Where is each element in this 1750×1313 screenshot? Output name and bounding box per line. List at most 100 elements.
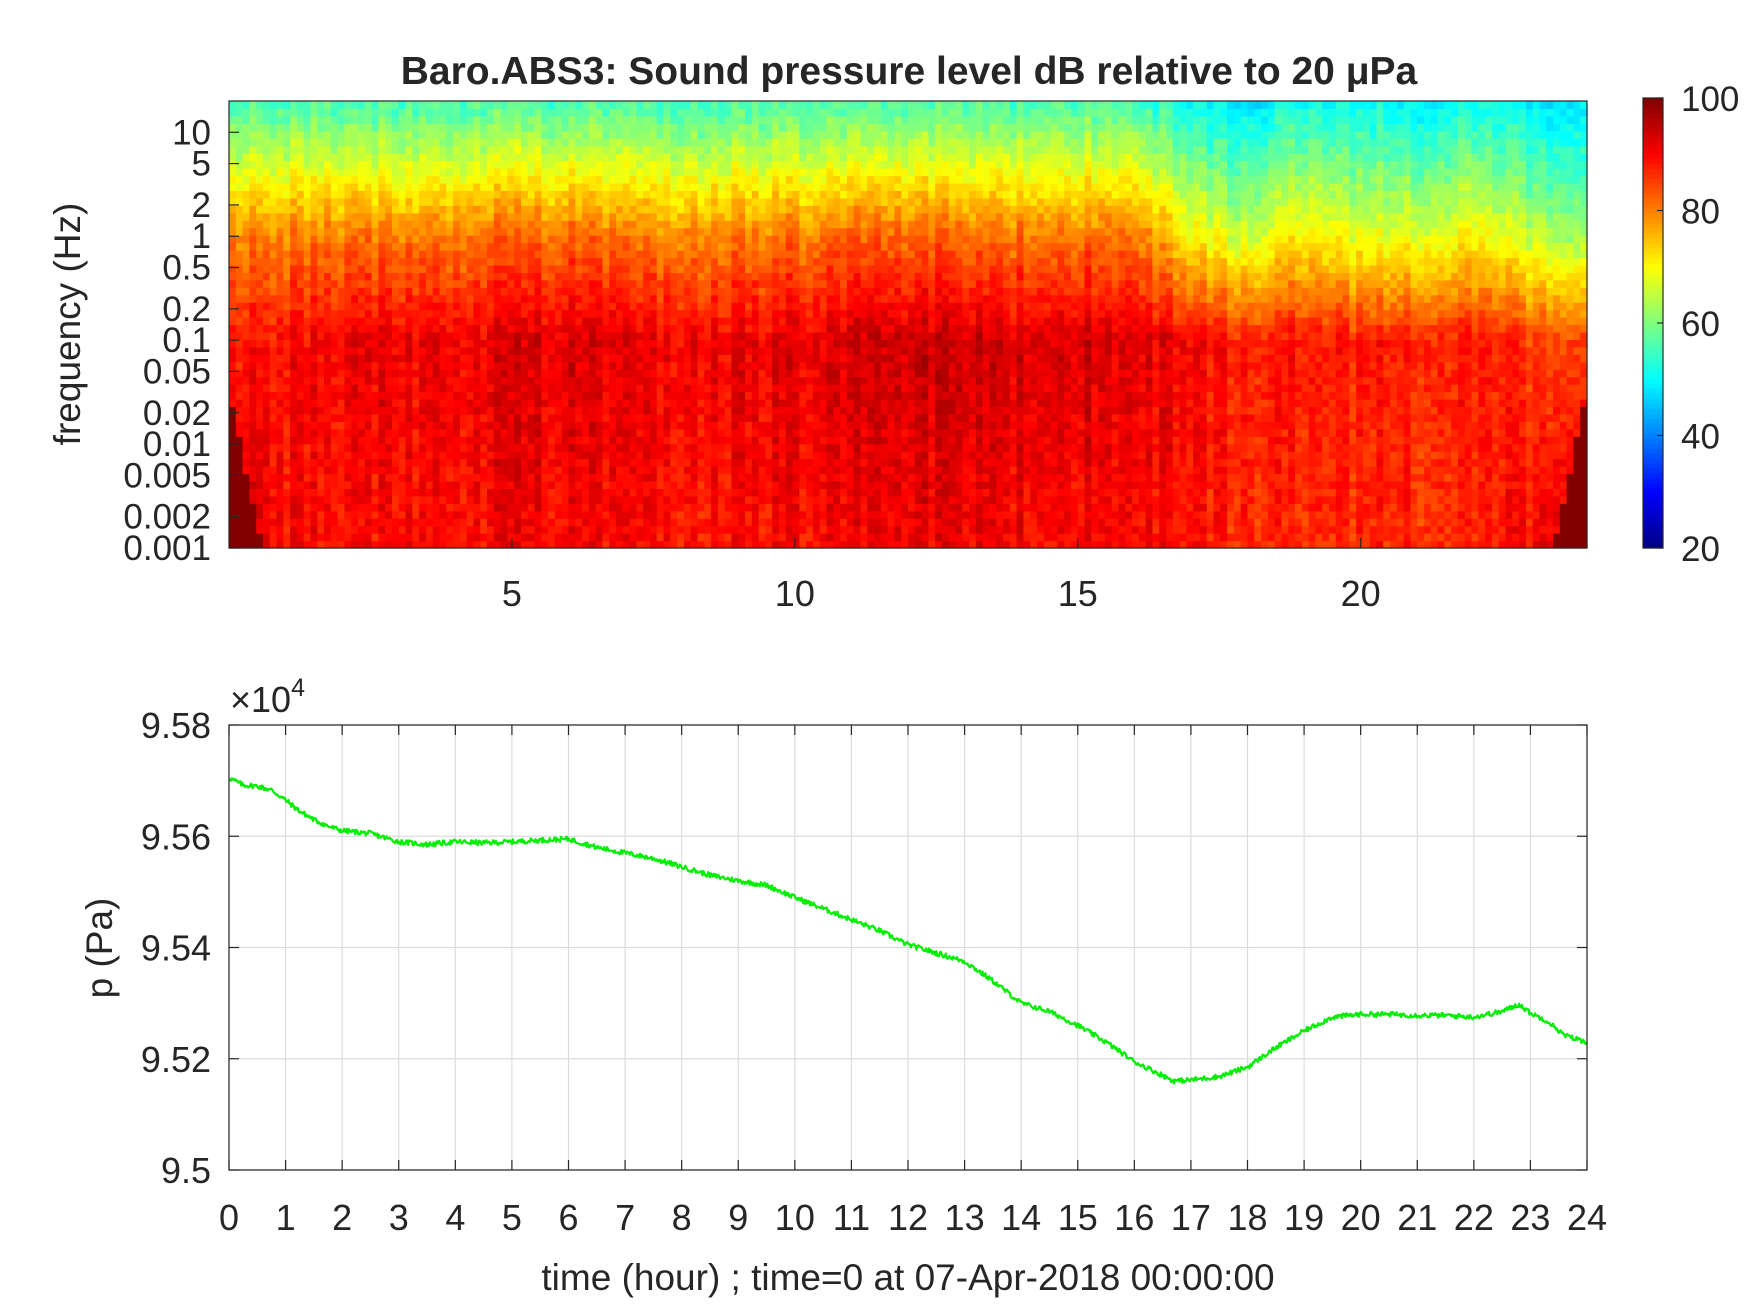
heatmap-cell <box>670 525 678 534</box>
heatmap-cell <box>588 540 597 549</box>
heatmap-cell <box>480 220 488 229</box>
heatmap-cell <box>412 354 420 363</box>
heatmap-cell <box>568 354 576 363</box>
heatmap-cell <box>690 101 699 110</box>
heatmap-cell <box>677 518 685 527</box>
heatmap-cell <box>541 488 549 497</box>
heatmap-cell <box>324 182 332 191</box>
heatmap-cell <box>493 533 502 542</box>
heatmap-cell <box>276 346 284 355</box>
heatmap-cell <box>439 145 447 154</box>
heatmap-cell <box>351 406 359 415</box>
heatmap-cell <box>432 451 441 460</box>
heatmap-cell <box>425 518 434 527</box>
heatmap-cell <box>432 399 441 408</box>
heatmap-cell <box>405 220 413 229</box>
heatmap-cell <box>629 123 637 132</box>
heatmap-cell <box>256 495 264 504</box>
heatmap-cell <box>575 108 583 117</box>
heatmap-cell <box>296 190 305 199</box>
heatmap-cell <box>358 413 366 422</box>
heatmap-cell <box>527 458 536 467</box>
heatmap-cell <box>670 361 678 370</box>
heatmap-cell <box>527 376 536 385</box>
heatmap-cell <box>276 436 284 445</box>
heatmap-cell <box>310 376 318 385</box>
heatmap-cell <box>582 540 590 549</box>
heatmap-cell <box>561 428 570 437</box>
heatmap-cell <box>554 108 563 117</box>
heatmap-cell <box>588 264 597 273</box>
heatmap-cell <box>229 309 237 318</box>
heatmap-cell <box>276 376 284 385</box>
heatmap-cell <box>439 264 447 273</box>
heatmap-cell <box>609 331 617 340</box>
heatmap-cell <box>656 518 665 527</box>
heatmap-cell <box>772 175 780 184</box>
heatmap-cell <box>398 197 407 206</box>
heatmap-cell <box>262 220 271 229</box>
heatmap-cell <box>378 428 386 437</box>
heatmap-cell <box>351 123 359 132</box>
heatmap-cell <box>758 235 767 244</box>
heatmap-cell <box>541 227 549 236</box>
heatmap-cell <box>371 153 379 162</box>
heatmap-cell <box>256 175 264 184</box>
heatmap-cell <box>344 466 352 475</box>
heatmap-cell <box>229 413 237 422</box>
heatmap-cell <box>351 168 359 177</box>
heatmap-cell <box>378 518 386 527</box>
heatmap-cell <box>683 257 692 266</box>
heatmap-cell <box>398 175 407 184</box>
heatmap-cell <box>453 331 461 340</box>
heatmap-cell <box>391 540 400 549</box>
heatmap-cell <box>446 346 454 355</box>
heatmap-cell <box>459 153 468 162</box>
heatmap-cell <box>602 250 610 259</box>
heatmap-cell <box>487 190 495 199</box>
heatmap-cell <box>480 212 488 221</box>
heatmap-cell <box>765 272 773 281</box>
heatmap-cell <box>500 413 508 422</box>
heatmap-cell <box>256 525 264 534</box>
heatmap-cell <box>364 428 373 437</box>
heatmap-cell <box>731 413 739 422</box>
heatmap-cell <box>514 160 522 169</box>
heatmap-cell <box>398 384 407 393</box>
heatmap-cell <box>419 391 427 400</box>
heatmap-cell <box>262 533 271 542</box>
heatmap-cell <box>649 480 658 489</box>
heatmap-cell <box>262 317 271 326</box>
heatmap-cell <box>324 108 332 117</box>
heatmap-cell <box>385 339 393 348</box>
heatmap-cell <box>507 391 515 400</box>
heatmap-cell <box>656 533 665 542</box>
heatmap-cell <box>561 309 570 318</box>
heatmap-cell <box>337 190 346 199</box>
heatmap-cell <box>391 421 400 430</box>
heatmap-cell <box>480 525 488 534</box>
heatmap-cell <box>405 160 413 169</box>
heatmap-cell <box>330 540 339 549</box>
heatmap-cell <box>439 451 447 460</box>
heatmap-cell <box>514 130 522 139</box>
heatmap-cell <box>269 391 278 400</box>
heatmap-cell <box>649 272 658 281</box>
heatmap-cell <box>575 272 583 281</box>
heatmap-cell <box>283 250 291 259</box>
heatmap-cell <box>690 272 699 281</box>
heatmap-cell <box>487 302 495 311</box>
heatmap-cell <box>412 384 420 393</box>
heatmap-cell <box>778 309 787 318</box>
heatmap-cell <box>778 480 787 489</box>
heatmap-cell <box>575 145 583 154</box>
heatmap-cell <box>459 406 468 415</box>
heatmap-cell <box>622 488 631 497</box>
heatmap-cell <box>466 369 475 378</box>
heatmap-cell <box>704 108 712 117</box>
heatmap-cell <box>582 369 590 378</box>
heatmap-cell <box>262 391 271 400</box>
heatmap-cell <box>697 235 705 244</box>
heatmap-cell <box>324 250 332 259</box>
heatmap-cell <box>765 421 773 430</box>
